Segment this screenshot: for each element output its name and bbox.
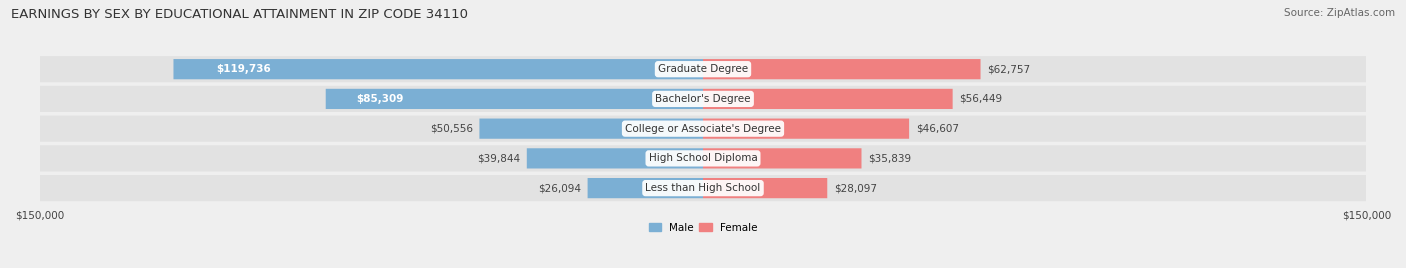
Text: $85,309: $85,309 [356, 94, 404, 104]
Text: $35,839: $35,839 [868, 153, 911, 163]
FancyBboxPatch shape [703, 118, 910, 139]
FancyBboxPatch shape [39, 86, 1367, 112]
FancyBboxPatch shape [527, 148, 703, 169]
FancyBboxPatch shape [39, 145, 1367, 172]
FancyBboxPatch shape [703, 59, 980, 79]
Text: EARNINGS BY SEX BY EDUCATIONAL ATTAINMENT IN ZIP CODE 34110: EARNINGS BY SEX BY EDUCATIONAL ATTAINMEN… [11, 8, 468, 21]
Text: $119,736: $119,736 [217, 64, 270, 74]
Text: $46,607: $46,607 [915, 124, 959, 134]
FancyBboxPatch shape [326, 89, 703, 109]
Text: $28,097: $28,097 [834, 183, 877, 193]
FancyBboxPatch shape [703, 148, 862, 169]
Text: College or Associate's Degree: College or Associate's Degree [626, 124, 780, 134]
Text: Source: ZipAtlas.com: Source: ZipAtlas.com [1284, 8, 1395, 18]
Legend: Male, Female: Male, Female [644, 219, 762, 237]
Text: $62,757: $62,757 [987, 64, 1031, 74]
Text: $56,449: $56,449 [959, 94, 1002, 104]
Text: Graduate Degree: Graduate Degree [658, 64, 748, 74]
FancyBboxPatch shape [479, 118, 703, 139]
Text: $50,556: $50,556 [430, 124, 472, 134]
FancyBboxPatch shape [703, 89, 953, 109]
Text: $26,094: $26,094 [538, 183, 581, 193]
Text: Bachelor's Degree: Bachelor's Degree [655, 94, 751, 104]
FancyBboxPatch shape [703, 178, 827, 198]
FancyBboxPatch shape [588, 178, 703, 198]
FancyBboxPatch shape [39, 56, 1367, 82]
Text: High School Diploma: High School Diploma [648, 153, 758, 163]
FancyBboxPatch shape [173, 59, 703, 79]
Text: $39,844: $39,844 [477, 153, 520, 163]
FancyBboxPatch shape [39, 175, 1367, 201]
Text: Less than High School: Less than High School [645, 183, 761, 193]
FancyBboxPatch shape [39, 116, 1367, 142]
